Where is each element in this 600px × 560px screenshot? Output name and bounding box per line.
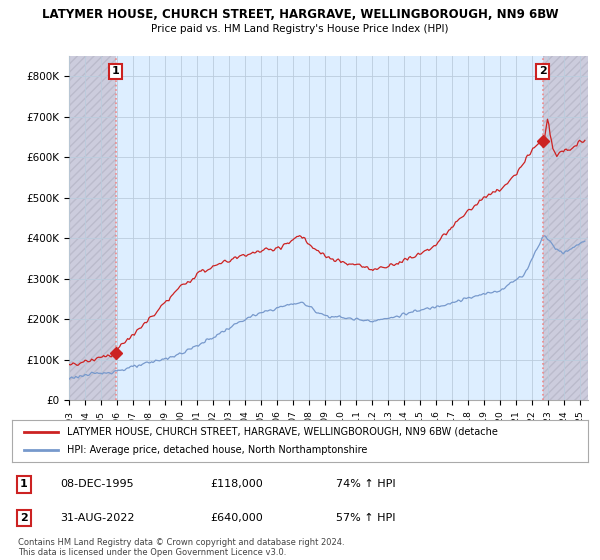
Text: 31-AUG-2022: 31-AUG-2022 — [60, 513, 134, 523]
Text: 57% ↑ HPI: 57% ↑ HPI — [336, 513, 395, 523]
Text: 1: 1 — [20, 479, 28, 489]
Text: 2: 2 — [539, 66, 547, 76]
Text: 1: 1 — [112, 66, 119, 76]
Text: Price paid vs. HM Land Registry's House Price Index (HPI): Price paid vs. HM Land Registry's House … — [151, 24, 449, 34]
Text: LATYMER HOUSE, CHURCH STREET, HARGRAVE, WELLINGBOROUGH, NN9 6BW: LATYMER HOUSE, CHURCH STREET, HARGRAVE, … — [41, 8, 559, 21]
Text: £118,000: £118,000 — [210, 479, 263, 489]
Bar — [69, 56, 116, 400]
Bar — [69, 56, 116, 400]
Text: HPI: Average price, detached house, North Northamptonshire: HPI: Average price, detached house, Nort… — [67, 445, 367, 455]
Bar — [543, 56, 588, 400]
Text: LATYMER HOUSE, CHURCH STREET, HARGRAVE, WELLINGBOROUGH, NN9 6BW (detache: LATYMER HOUSE, CHURCH STREET, HARGRAVE, … — [67, 427, 497, 437]
Text: 08-DEC-1995: 08-DEC-1995 — [60, 479, 134, 489]
Text: £640,000: £640,000 — [210, 513, 263, 523]
Text: 2: 2 — [20, 513, 28, 523]
Text: 74% ↑ HPI: 74% ↑ HPI — [336, 479, 395, 489]
Text: Contains HM Land Registry data © Crown copyright and database right 2024.
This d: Contains HM Land Registry data © Crown c… — [18, 538, 344, 557]
Bar — [543, 56, 588, 400]
